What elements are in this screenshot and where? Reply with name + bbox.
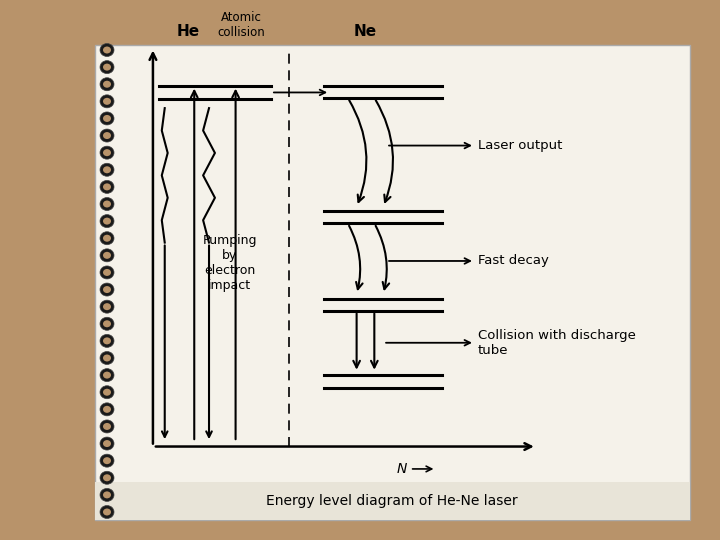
Ellipse shape	[100, 505, 114, 518]
Ellipse shape	[103, 320, 111, 327]
Ellipse shape	[103, 372, 111, 379]
Ellipse shape	[100, 249, 114, 262]
Ellipse shape	[100, 352, 114, 365]
Text: He: He	[177, 24, 200, 39]
Ellipse shape	[100, 300, 114, 313]
Ellipse shape	[100, 437, 114, 450]
Ellipse shape	[103, 338, 111, 345]
Ellipse shape	[103, 115, 111, 122]
Ellipse shape	[100, 214, 114, 228]
Text: Atomic
collision: Atomic collision	[217, 11, 266, 39]
Ellipse shape	[100, 112, 114, 125]
Ellipse shape	[100, 420, 114, 433]
Ellipse shape	[103, 166, 111, 173]
Ellipse shape	[103, 98, 111, 105]
Ellipse shape	[103, 354, 111, 361]
Ellipse shape	[100, 471, 114, 484]
Ellipse shape	[103, 200, 111, 207]
Ellipse shape	[100, 95, 114, 108]
Text: Energy level diagram of He-Ne laser: Energy level diagram of He-Ne laser	[266, 494, 518, 508]
Ellipse shape	[103, 184, 111, 191]
Ellipse shape	[103, 149, 111, 156]
Ellipse shape	[103, 474, 111, 481]
Ellipse shape	[100, 78, 114, 91]
Ellipse shape	[103, 252, 111, 259]
Ellipse shape	[100, 488, 114, 501]
Text: Fast decay: Fast decay	[389, 254, 549, 267]
Ellipse shape	[100, 163, 114, 176]
Ellipse shape	[100, 369, 114, 382]
Text: Ne: Ne	[354, 24, 377, 39]
Text: Pumping
by
electron
impact: Pumping by electron impact	[202, 234, 257, 292]
Ellipse shape	[103, 286, 111, 293]
Text: N: N	[397, 462, 407, 476]
Ellipse shape	[103, 491, 111, 498]
Ellipse shape	[103, 46, 111, 53]
FancyBboxPatch shape	[95, 45, 690, 520]
Ellipse shape	[103, 80, 111, 87]
Ellipse shape	[100, 180, 114, 193]
Ellipse shape	[103, 303, 111, 310]
Ellipse shape	[100, 44, 114, 57]
Ellipse shape	[103, 457, 111, 464]
Ellipse shape	[100, 334, 114, 347]
Ellipse shape	[100, 386, 114, 399]
Ellipse shape	[103, 423, 111, 430]
Ellipse shape	[103, 132, 111, 139]
Ellipse shape	[103, 269, 111, 276]
Ellipse shape	[103, 235, 111, 242]
Ellipse shape	[100, 60, 114, 73]
Ellipse shape	[103, 509, 111, 516]
Text: Collision with discharge
tube: Collision with discharge tube	[386, 329, 636, 357]
Ellipse shape	[100, 318, 114, 330]
Ellipse shape	[103, 389, 111, 396]
FancyBboxPatch shape	[95, 482, 690, 520]
Ellipse shape	[100, 146, 114, 159]
Ellipse shape	[100, 232, 114, 245]
Ellipse shape	[100, 454, 114, 467]
Ellipse shape	[103, 406, 111, 413]
Ellipse shape	[103, 440, 111, 447]
Ellipse shape	[100, 403, 114, 416]
Ellipse shape	[100, 129, 114, 142]
Text: Laser output: Laser output	[389, 139, 562, 152]
Ellipse shape	[100, 198, 114, 211]
Ellipse shape	[100, 283, 114, 296]
Ellipse shape	[103, 64, 111, 71]
Ellipse shape	[103, 218, 111, 225]
Ellipse shape	[100, 266, 114, 279]
